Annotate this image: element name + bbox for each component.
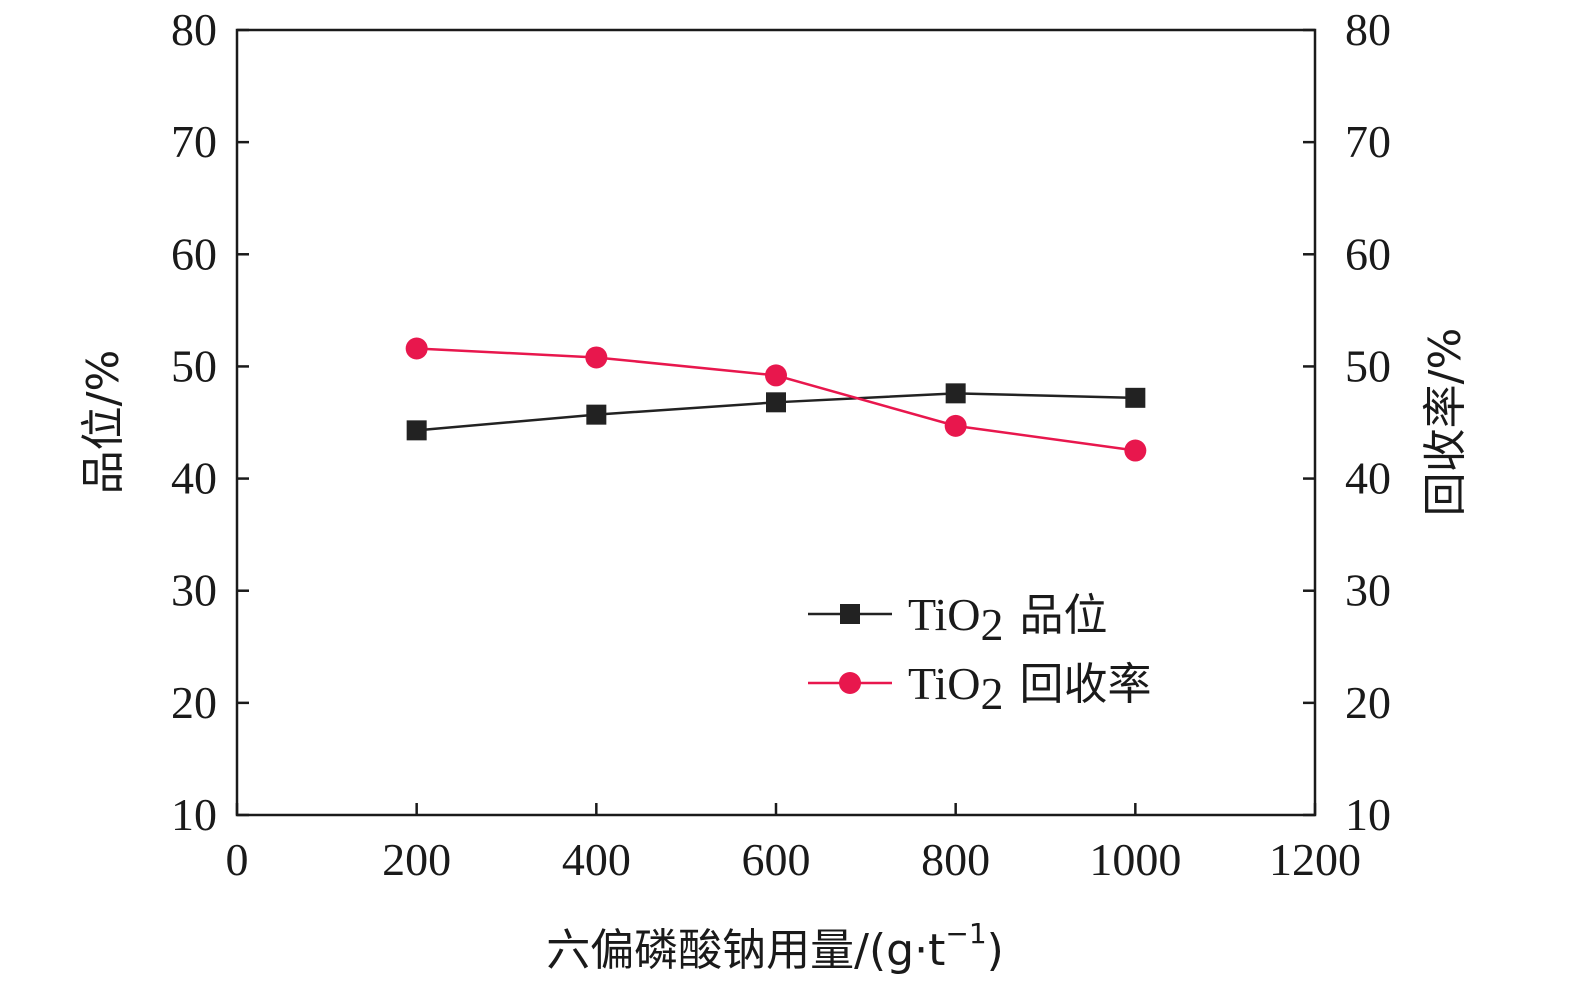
legend-marker-square [840, 604, 860, 624]
x-tick-label: 200 [382, 834, 451, 885]
x-axis-title: 六偏磷酸钠用量/(g·t−1) [546, 917, 1004, 976]
y-right-tick-label: 40 [1345, 453, 1391, 504]
x-axis-ticks: 0 200 400 600 800 1000 1200 [226, 803, 1361, 885]
y-left-tick-label: 60 [171, 228, 217, 279]
y-left-tick-label: 20 [171, 677, 217, 728]
data-point-circle [944, 414, 967, 437]
x-tick-label: 1000 [1089, 834, 1181, 885]
data-point-square [586, 404, 607, 425]
y-left-tick-label: 70 [171, 116, 217, 167]
legend: TiO2 品位 TiO2 回收率 [808, 589, 1151, 719]
legend-label-recovery: TiO2 回收率 [908, 658, 1151, 719]
y-axis-left-title: 品位/% [78, 350, 129, 495]
x-tick-label: 800 [921, 834, 990, 885]
y-right-tick-label: 60 [1345, 228, 1391, 279]
x-tick-label: 1200 [1269, 834, 1361, 885]
data-point-square [406, 420, 427, 441]
y-axis-right-title: 回收率/% [1420, 328, 1471, 517]
y-right-tick-label: 20 [1345, 677, 1391, 728]
y-right-tick-label: 50 [1345, 340, 1391, 391]
y-right-tick-label: 70 [1345, 116, 1391, 167]
data-point-circle [765, 364, 787, 387]
y-left-tick-label: 50 [171, 340, 217, 391]
y-axis-left-ticks: 10 20 30 40 50 60 70 80 [171, 4, 249, 840]
data-point-square [1125, 387, 1146, 408]
legend-label-grade: TiO2 品位 [908, 589, 1107, 650]
x-tick-label: 0 [226, 834, 249, 885]
x-axis-title-superscript: −1 [945, 917, 986, 950]
y-right-tick-label: 80 [1345, 4, 1391, 55]
y-left-tick-label: 10 [171, 789, 217, 840]
y-right-tick-label: 10 [1345, 789, 1391, 840]
data-point-square [766, 392, 786, 413]
data-point-circle [405, 337, 428, 360]
data-point-circle [1124, 439, 1147, 462]
x-tick-label: 400 [562, 834, 631, 885]
legend-item-recovery: TiO2 回收率 [808, 658, 1151, 719]
legend-marker-circle [839, 672, 861, 694]
data-point-circle [585, 346, 608, 369]
x-tick-label: 600 [742, 834, 811, 885]
y-axis-right-ticks: 10 20 30 40 50 60 70 80 [1303, 4, 1391, 840]
legend-item-grade: TiO2 品位 [808, 589, 1107, 650]
y-right-tick-label: 30 [1345, 565, 1391, 616]
y-left-tick-label: 30 [171, 565, 217, 616]
y-left-tick-label: 80 [171, 4, 217, 55]
plot-frame [235, 28, 1317, 817]
y-left-tick-label: 40 [171, 453, 217, 504]
series-layer [405, 337, 1147, 462]
data-point-square [945, 383, 966, 404]
